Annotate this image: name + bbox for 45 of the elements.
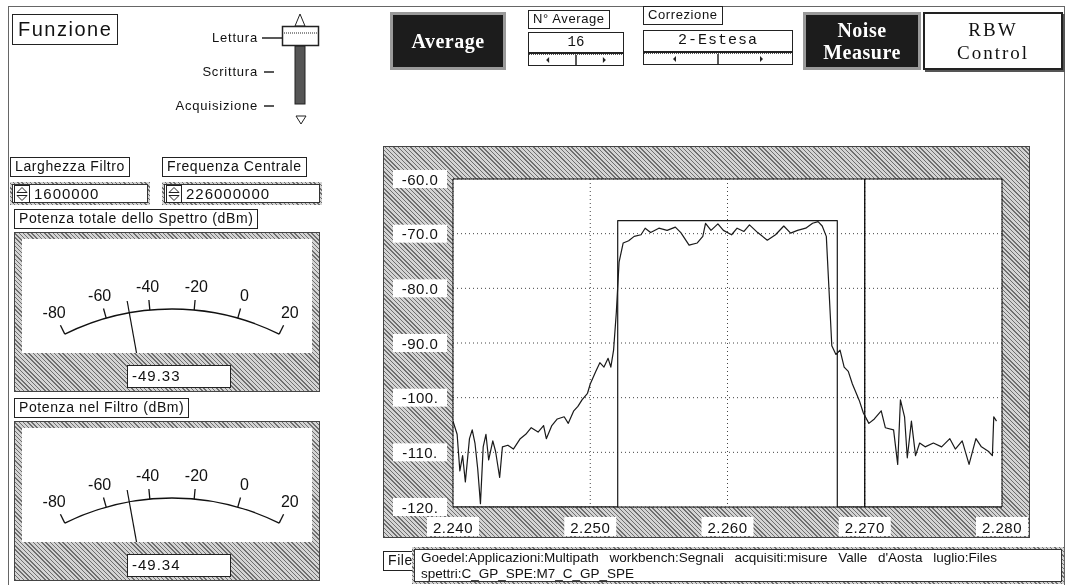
text: -20	[184, 466, 209, 484]
text: -40	[136, 277, 160, 295]
y-tick-label: -90.0	[401, 334, 439, 352]
text: Lettura	[210, 30, 258, 46]
text: N° Average	[528, 10, 610, 29]
number-field: 1600000	[10, 182, 150, 205]
x-tick-label: 2.280	[981, 518, 1023, 536]
y-tick-label: -100.	[401, 389, 439, 407]
text: Potenza nel Filtro (dBm)	[14, 398, 190, 418]
number-field: 16	[528, 32, 624, 53]
y-tick-label: -120.	[401, 498, 439, 516]
text: Correzione	[643, 6, 723, 25]
text-field: Goedel:Applicazioni:Multipath workbench:Segnali acquisiti:misure Valle d'Aosta luglio:Files spettri:C_GP_SPE:M7_C_GP_SPE	[412, 547, 1064, 584]
number-field: 226000000	[162, 182, 322, 205]
text: Larghezza Filtro	[10, 157, 130, 177]
text: Potenza totale dello Spettro (dBm)	[14, 209, 259, 229]
text-field: 2-Estesa	[643, 30, 793, 52]
text: Acquisizione	[174, 98, 258, 114]
button: Average	[390, 12, 506, 70]
text: -80	[42, 304, 66, 322]
x-tick-label: 2.240	[432, 518, 474, 536]
readout-field: -49.33	[127, 365, 231, 388]
text: -20	[184, 277, 209, 295]
readout-field: -49.34	[127, 554, 231, 577]
button: RBW Control	[923, 12, 1063, 70]
x-tick-label: 2.250	[570, 518, 611, 536]
y-tick-label: -110.	[402, 443, 438, 461]
y-tick-label: -60.0	[401, 170, 439, 188]
text: 20	[280, 304, 299, 322]
button: Noise Measure	[803, 12, 921, 70]
text: 20	[280, 493, 299, 511]
text: 0	[239, 475, 249, 493]
text: 0	[239, 286, 249, 304]
text: File	[383, 551, 418, 571]
text: Funzione	[12, 14, 119, 45]
text: Scrittura	[201, 64, 258, 80]
x-tick-label: 2.260	[707, 518, 748, 536]
text: -40	[136, 466, 160, 484]
x-tick-label: 2.270	[844, 518, 885, 536]
text: -80	[42, 493, 66, 511]
text: -60	[88, 286, 112, 304]
y-tick-label: -70.0	[401, 225, 439, 243]
text: -60	[88, 475, 112, 493]
y-tick-label: -80.0	[401, 279, 439, 297]
text: Frequenza Centrale	[162, 157, 307, 177]
